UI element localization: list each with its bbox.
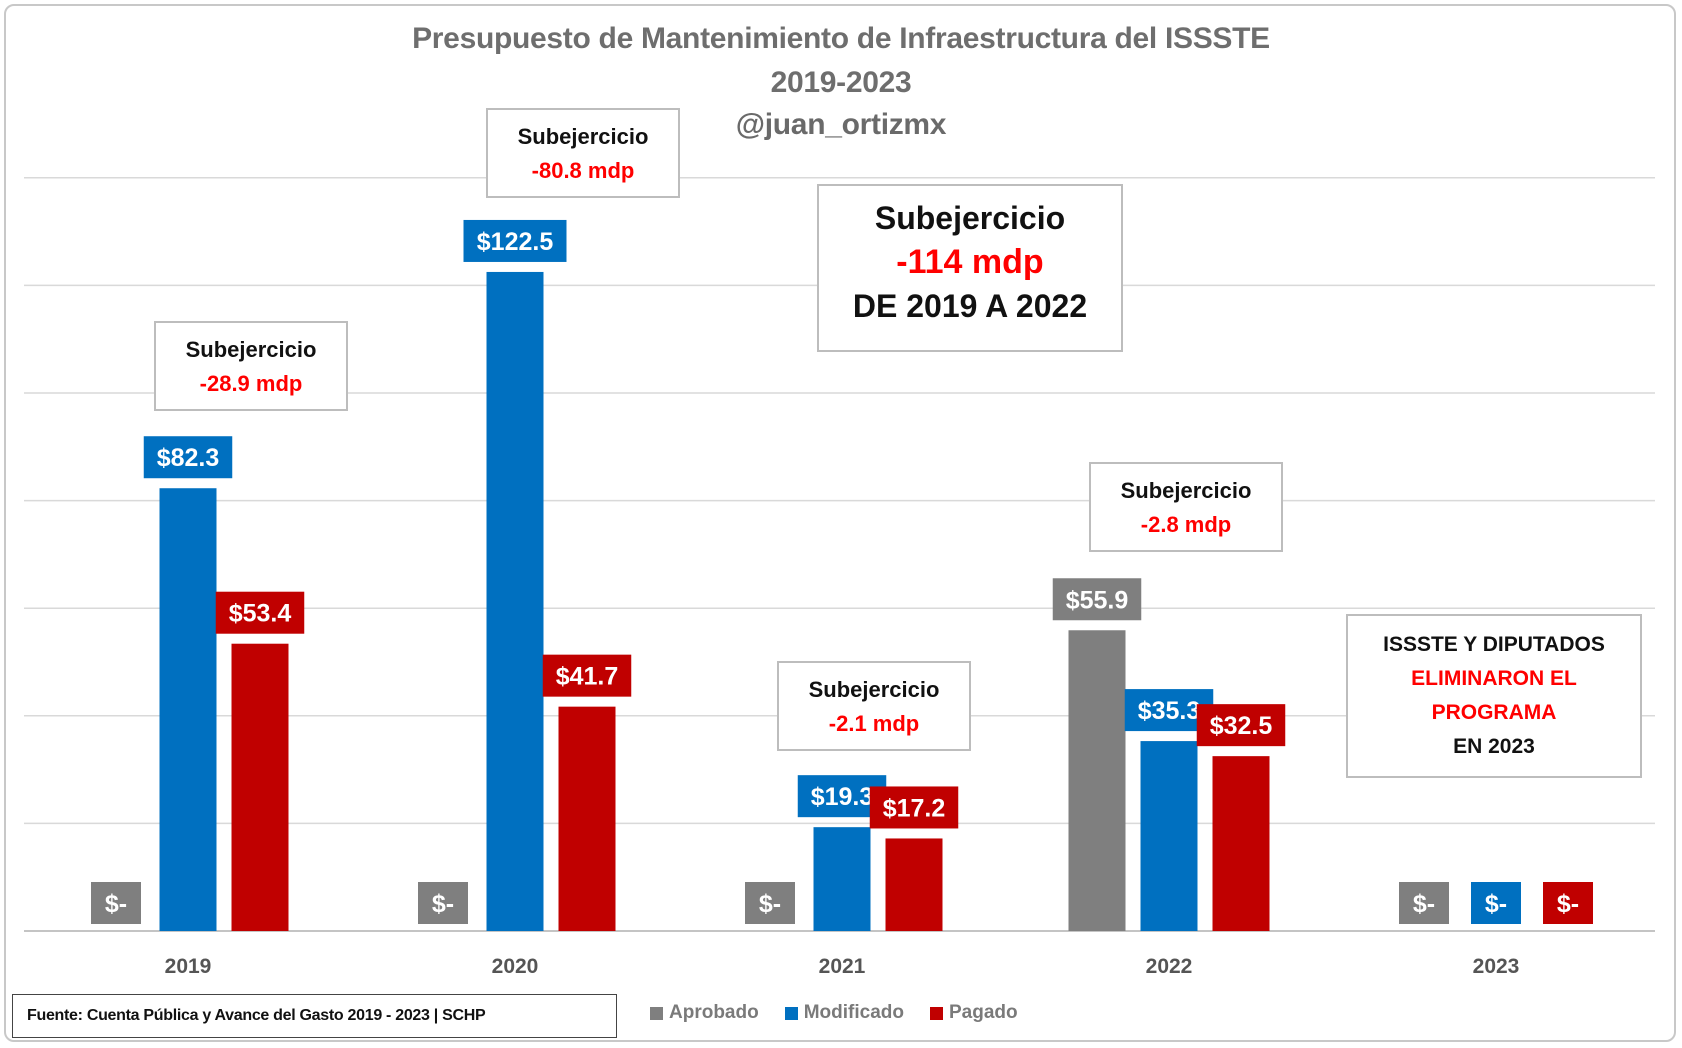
data-label: $41.7 xyxy=(556,663,619,691)
data-label: $53.4 xyxy=(229,600,292,628)
annotation-2021-label: Subejercicio xyxy=(808,677,940,702)
x-tick-label: 2023 xyxy=(1473,955,1520,978)
legend-swatch-pagado xyxy=(930,1006,943,1020)
legend-item-modificado: Modificado xyxy=(784,1002,904,1024)
annotation-2019-label: Subejercicio xyxy=(185,337,317,362)
legend-swatch-modificado xyxy=(784,1006,798,1020)
annotation-2022-label: Subejercicio xyxy=(1120,478,1252,503)
x-tick-label: 2020 xyxy=(492,955,539,978)
bar-modificado xyxy=(1140,741,1198,931)
data-label-bg xyxy=(91,882,141,924)
annotation-2020: Subejercicio -80.8 mdp xyxy=(486,108,680,198)
annotation-total: Subejercicio -114 mdp DE 2019 A 2022 xyxy=(817,184,1123,352)
legend-label-modificado: Modificado xyxy=(803,1002,904,1023)
annotation-2023-line3: PROGRAMA xyxy=(1431,701,1557,724)
annotation-2022: Subejercicio -2.8 mdp xyxy=(1089,462,1283,552)
annotation-total-label: Subejercicio xyxy=(874,200,1066,236)
data-label: $55.9 xyxy=(1066,586,1129,614)
data-label: $- xyxy=(432,890,454,918)
legend-label-pagado: Pagado xyxy=(949,1002,1018,1023)
annotation-2023-line1: ISSSTE Y DIPUTADOS xyxy=(1383,633,1605,656)
data-label: $- xyxy=(1413,890,1435,918)
data-label-bg xyxy=(143,436,233,479)
legend-item-pagado: Pagado xyxy=(930,1002,1018,1024)
data-label: $- xyxy=(759,890,781,918)
bar-pagado xyxy=(231,643,289,931)
data-label-bg xyxy=(745,882,795,924)
data-label-bg xyxy=(463,219,567,262)
bar-pagado xyxy=(558,706,616,931)
bar-modificado xyxy=(486,271,544,931)
bar-pagado xyxy=(885,838,943,931)
data-label: $- xyxy=(1485,890,1507,918)
annotation-2023: ISSSTE Y DIPUTADOS ELIMINARON EL PROGRAM… xyxy=(1346,614,1642,778)
annotation-2022-value: -2.8 mdp xyxy=(1140,512,1232,537)
annotation-2020-label: Subejercicio xyxy=(517,124,649,149)
legend-item-aprobado: Aprobado xyxy=(650,1002,759,1024)
chart-title: Presupuesto de Mantenimiento de Infraest… xyxy=(412,22,1270,55)
chart-author-handle: @juan_ortizmx xyxy=(735,108,947,141)
annotation-2023-line4: EN 2023 xyxy=(1453,735,1535,758)
bar-pagado xyxy=(1212,756,1270,931)
data-label-bg xyxy=(1052,578,1142,621)
data-label: $32.5 xyxy=(1210,712,1273,740)
data-label: $19.3 xyxy=(811,783,874,811)
data-label-bg xyxy=(1399,882,1449,924)
x-tick-label: 2021 xyxy=(819,955,866,978)
chart-legend: Aprobado Modificado Pagado xyxy=(650,1002,1018,1024)
annotation-total-period: DE 2019 A 2022 xyxy=(852,288,1088,324)
data-label: $35.3 xyxy=(1138,697,1201,725)
data-label: $- xyxy=(1557,890,1579,918)
annotation-2019-value: -28.9 mdp xyxy=(199,371,303,396)
chart-subtitle-years: 2019-2023 xyxy=(770,66,912,99)
data-label: $- xyxy=(105,890,127,918)
annotation-2019: Subejercicio -28.9 mdp xyxy=(154,321,348,411)
data-label-bg xyxy=(215,591,305,634)
annotation-2023-line2: ELIMINARON EL xyxy=(1411,667,1577,690)
data-label: $122.5 xyxy=(477,228,554,256)
legend-swatch-aprobado xyxy=(650,1006,663,1020)
legend-label-aprobado: Aprobado xyxy=(669,1002,759,1023)
data-label-bg xyxy=(418,882,468,924)
data-label-bg xyxy=(1543,882,1593,924)
data-label-bg xyxy=(542,654,632,697)
bar-aprobado xyxy=(1068,630,1126,931)
annotation-2021-value: -2.1 mdp xyxy=(828,711,920,736)
data-label-bg xyxy=(869,786,959,829)
annotation-total-value: -114 mdp xyxy=(896,243,1044,281)
annotation-2021: Subejercicio -2.1 mdp xyxy=(777,661,971,751)
bar-modificado xyxy=(813,827,871,931)
x-tick-label: 2019 xyxy=(165,955,212,978)
bar-modificado xyxy=(159,488,217,931)
data-label-bg xyxy=(1196,704,1286,747)
data-label-bg xyxy=(1471,882,1521,924)
annotation-2020-value: -80.8 mdp xyxy=(531,158,635,183)
x-tick-label: 2022 xyxy=(1146,955,1193,978)
source-note: Fuente: Cuenta Pública y Avance del Gast… xyxy=(12,994,617,1038)
data-label: $17.2 xyxy=(883,794,946,822)
data-label: $82.3 xyxy=(157,444,220,472)
